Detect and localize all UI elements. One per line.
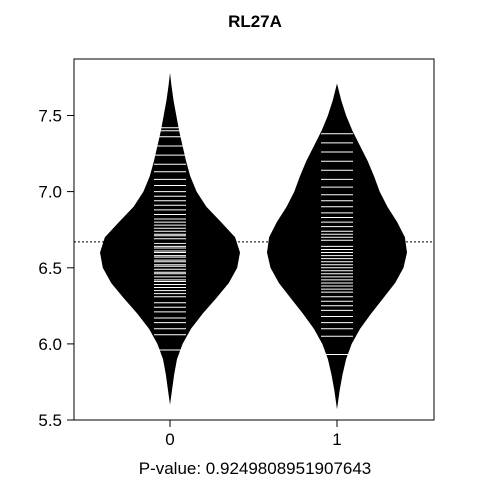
beans-layer	[100, 72, 407, 410]
x-axis-label: P-value: 0.9249808951907643	[139, 459, 372, 478]
y-tick-label: 6.5	[38, 259, 62, 278]
y-axis: 5.5 6.0 6.5 7.0 7.5	[38, 107, 74, 430]
y-tick-label: 5.5	[38, 411, 62, 430]
chart-title: RL27A	[228, 12, 282, 31]
plot-frame	[73, 58, 435, 421]
y-tick-label: 7.0	[38, 183, 62, 202]
y-tick-label: 7.5	[38, 107, 62, 126]
y-tick-label: 6.0	[38, 335, 62, 354]
x-tick-label: 1	[332, 430, 341, 449]
x-tick-label: 0	[165, 430, 174, 449]
